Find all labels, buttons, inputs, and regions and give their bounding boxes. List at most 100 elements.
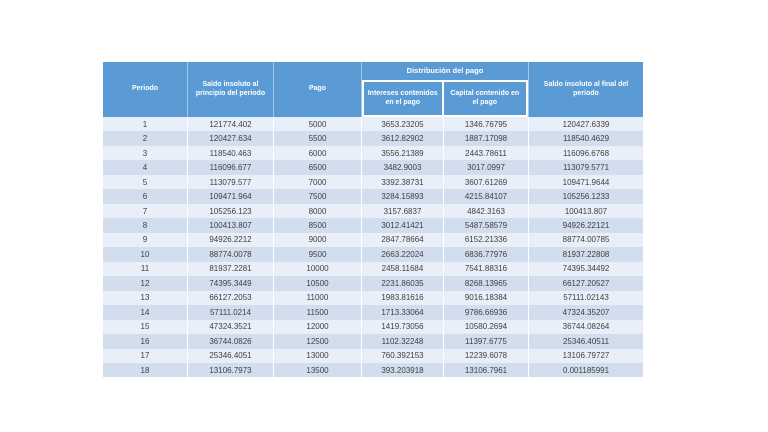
table-row: 8 100413.807 8500 3012.41421 5487.58579 94926… [103, 218, 643, 233]
table-cell: 3284.15893 [361, 189, 443, 204]
table-cell: 12500 [273, 334, 361, 349]
table-cell: 6836.77976 [443, 247, 528, 262]
table-cell: 66127.20527 [528, 276, 643, 291]
table-cell: 47324.3521 [187, 319, 273, 335]
table-row: 1 121774.402 5000 3653.23205 1346.76795 12042… [103, 117, 643, 132]
table-cell: 11397.6775 [443, 334, 528, 349]
table-cell: 9500 [273, 247, 361, 262]
table-row: 15 47324.3521 12000 1419.73056 10580.2694 367… [103, 319, 643, 335]
table-cell: 3556.21389 [361, 145, 443, 161]
table-cell: 1 [142, 119, 148, 129]
table-cell: 17 [140, 351, 150, 361]
table-cell: 5 [142, 177, 148, 187]
table-cell: 13500 [273, 362, 361, 378]
table-cell: 11000 [273, 290, 361, 306]
table-cell: 2458.11684 [361, 261, 443, 277]
table-cell: 4842.3163 [443, 203, 528, 219]
table-cell: 12 [140, 278, 150, 288]
table-cell: 113079.5771 [528, 160, 643, 175]
table-cell: 5000 [273, 117, 361, 132]
table-cell: 4215.84107 [443, 189, 528, 204]
table-cell: 109471.9644 [528, 174, 643, 190]
table-cell: 2231.86035 [361, 276, 443, 291]
table-cell: 13106.7973 [187, 362, 273, 378]
table-row: 18 13106.7973 13500 393.203918 13106.7961 0.0… [103, 362, 643, 378]
table-cell: 12239.6078 [443, 348, 528, 363]
header-distribucion-subcells: Intereses contenidos en el pago Capital … [362, 80, 528, 117]
table-cell: 13106.7961 [443, 362, 528, 378]
table-cell: 6500 [273, 160, 361, 175]
amortization-table: Periodo Saldo insoluto al principio del … [103, 62, 643, 378]
header-pago: Pago [273, 62, 361, 117]
table-cell: 5500 [273, 131, 361, 146]
table-cell: 3017.0997 [443, 160, 528, 175]
table-row: 16 36744.0826 12500 1102.32248 11397.6775 253… [103, 334, 643, 349]
table-cell: 116096.6768 [528, 145, 643, 161]
table-row: 4 116096.677 6500 3482.9003 3017.0997 113079.… [103, 160, 643, 175]
table-cell: 1983.81616 [361, 290, 443, 306]
table-cell: 0.001185991 [528, 362, 643, 378]
table-cell: 10500 [273, 276, 361, 291]
table-cell: 57111.0214 [187, 305, 273, 320]
table-cell: 116096.677 [187, 160, 273, 175]
table-row: 2 120427.634 5500 3612.82902 1887.17098 11854… [103, 131, 643, 146]
table-cell: 94926.2212 [187, 232, 273, 248]
table-cell: 12000 [273, 319, 361, 335]
table-cell: 6152.21336 [443, 232, 528, 248]
table-cell: 57111.02143 [528, 290, 643, 306]
table-cell: 25346.4051 [187, 348, 273, 363]
table-cell: 13000 [273, 348, 361, 363]
table-cell: 81937.2281 [187, 261, 273, 277]
table-cell: 105256.1233 [528, 189, 643, 204]
table-cell: 121774.402 [187, 117, 273, 132]
header-saldo-final: Saldo insoluto al final del periodo [528, 62, 643, 117]
table-cell: 15 [140, 322, 150, 332]
table-cell: 1419.73056 [361, 319, 443, 335]
table-cell: 88774.0078 [187, 247, 273, 262]
table-cell: 3482.9003 [361, 160, 443, 175]
table-header: Periodo Saldo insoluto al principio del … [103, 62, 643, 117]
table-cell: 74395.3449 [187, 276, 273, 291]
table-cell: 9000 [273, 232, 361, 248]
header-distribucion-group: Distribución del pago Intereses contenid… [361, 62, 528, 117]
table-cell: 3 [142, 148, 148, 158]
table-row: 7 105256.123 8000 3157.6837 4842.3163 100413.… [103, 203, 643, 219]
table-cell: 1102.32248 [361, 334, 443, 349]
table-cell: 88774.00785 [528, 232, 643, 248]
table-cell: 105256.123 [187, 203, 273, 219]
table-row: 11 81937.2281 10000 2458.11684 7541.88316 743… [103, 261, 643, 277]
table-body: 1 121774.402 5000 3653.23205 1346.76795 12042… [103, 117, 643, 378]
table-cell: 393.203918 [361, 362, 443, 378]
header-periodo: Periodo [131, 85, 159, 93]
table-cell: 2 [142, 134, 148, 144]
table-cell: 1887.17098 [443, 131, 528, 146]
table-cell: 9786.66936 [443, 305, 528, 320]
table-cell: 94926.22121 [528, 218, 643, 233]
table-cell: 8 [142, 221, 148, 231]
table-cell: 81937.22808 [528, 247, 643, 262]
table-cell: 7 [142, 206, 148, 216]
table-cell: 2443.78611 [443, 145, 528, 161]
table-row: 10 88774.0078 9500 2663.22024 6836.77976 8193… [103, 247, 643, 262]
table-cell: 3653.23205 [361, 117, 443, 132]
table-cell: 10000 [273, 261, 361, 277]
table-row: 12 74395.3449 10500 2231.86035 8268.13965 661… [103, 276, 643, 291]
table-cell: 118540.4629 [528, 131, 643, 146]
table-row: 9 94926.2212 9000 2847.78664 6152.21336 88774… [103, 232, 643, 248]
table-cell: 36744.0826 [187, 334, 273, 349]
table-cell: 1713.33064 [361, 305, 443, 320]
header-capital: Capital contenido en el pago [450, 89, 520, 106]
table-cell: 18 [140, 365, 150, 375]
table-cell: 3612.82902 [361, 131, 443, 146]
table-cell: 3607.61269 [443, 174, 528, 190]
table-row: 14 57111.0214 11500 1713.33064 9786.66936 473… [103, 305, 643, 320]
table-cell: 7541.88316 [443, 261, 528, 277]
table-cell: 9 [142, 235, 148, 245]
table-cell: 118540.463 [187, 145, 273, 161]
table-cell: 100413.807 [187, 218, 273, 233]
table-row: 3 118540.463 6000 3556.21389 2443.78611 11609… [103, 145, 643, 161]
header-intereses: Intereses contenidos en el pago [364, 82, 444, 115]
table-cell: 3012.41421 [361, 218, 443, 233]
table-cell: 4 [142, 163, 148, 173]
